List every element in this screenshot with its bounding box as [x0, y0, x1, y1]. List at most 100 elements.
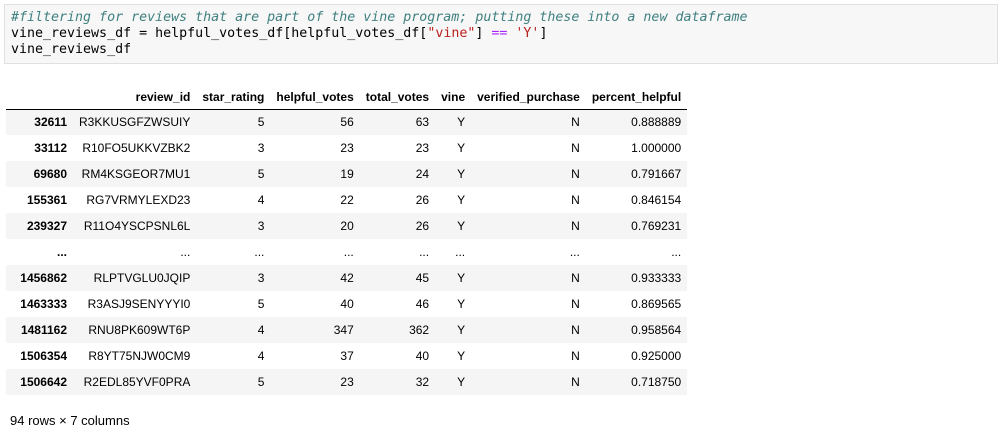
table-cell: N	[571, 193, 580, 207]
code-string-value: 'Y'	[515, 26, 540, 41]
code-assign: =	[131, 26, 156, 41]
table-cell: R2EDL85YVF0PRA	[83, 375, 191, 389]
table-cell: 20	[340, 219, 354, 233]
table-cell: 0.888889	[631, 115, 682, 130]
table-row: 69680 RM4KSGEOR7MU1 5 19 24 Y N 0.791667	[6, 161, 688, 187]
row-index: 1463333	[20, 297, 67, 311]
table-cell: 42	[340, 271, 354, 285]
table-cell: 1.000000	[631, 141, 682, 155]
table-cell: 0.718750	[631, 375, 682, 389]
table-cell: N	[571, 375, 580, 389]
table-cell: N	[571, 349, 580, 363]
table-cell: Y	[457, 375, 466, 389]
column-header: verified_purchase	[471, 86, 586, 110]
table-cell: 32	[415, 375, 430, 389]
row-index: 1481162	[20, 323, 67, 337]
table-cell: Y	[457, 219, 466, 233]
table-cell: RG7VRMYLEXD23	[86, 193, 191, 207]
table-cell: 5	[257, 115, 265, 130]
table-cell: N	[571, 141, 580, 155]
table-cell: 24	[415, 167, 430, 181]
table-cell: N	[571, 219, 580, 233]
column-header: vine	[435, 86, 472, 110]
table-cell: N	[571, 115, 580, 130]
table-cell: 56	[340, 115, 354, 130]
table-cell: 4	[257, 193, 265, 207]
table-cell: R8YT75NJW0CM9	[88, 349, 191, 363]
table-cell: N	[571, 167, 580, 181]
row-index: ...	[56, 245, 67, 259]
table-cell: 26	[415, 193, 430, 207]
table-cell: 23	[415, 141, 430, 155]
row-index: 33112	[34, 141, 67, 155]
column-header: percent_helpful	[585, 86, 688, 110]
table-cell: Y	[457, 141, 466, 155]
table-header-row: review_id star_rating helpful_votes tota…	[6, 86, 688, 110]
table-row: 33112 R10FO5UKKVZBK2 3 23 23 Y N 1.000000	[6, 135, 687, 161]
table-cell: RNU8PK609WT6P	[88, 323, 191, 337]
row-index: 239327	[26, 219, 67, 233]
table-cell: 5	[257, 375, 265, 389]
table-cell: 45	[415, 271, 430, 285]
table-cell: 0.846154	[631, 193, 682, 207]
dataframe-shape-summary: 94 rows × 7 columns	[10, 413, 130, 428]
table-cell: ...	[180, 245, 191, 259]
table-cell: R3ASJ9SENYYYI0	[87, 297, 191, 311]
table-cell: ...	[254, 245, 265, 259]
table-cell: 37	[340, 349, 354, 363]
table-row: 1506354 R8YT75NJW0CM9 4 37 40 Y N 0.925000	[6, 343, 687, 369]
table-cell: Y	[457, 323, 466, 337]
table-cell: Y	[457, 349, 466, 363]
table-cell: 5	[257, 167, 265, 181]
table-cell: N	[571, 323, 580, 337]
code-display-line: vine_reviews_df	[11, 42, 132, 57]
table-cell: 362	[409, 323, 430, 337]
table-cell: ...	[343, 245, 354, 259]
column-header: helpful_votes	[270, 86, 360, 110]
table-cell: 0.958564	[631, 323, 682, 337]
table-row: 239327 R11O4YSCPSNL6L 3 20 26 Y N 0.769231	[6, 213, 688, 239]
table-cell: 0.869565	[631, 297, 682, 311]
table-row: 1481162 RNU8PK609WT6P 4 347 362 Y N 0.958564	[6, 317, 688, 343]
table-cell: Y	[457, 297, 466, 311]
table-cell: 0.791667	[631, 167, 682, 181]
row-index: 32611	[34, 115, 67, 130]
index-header	[6, 86, 73, 110]
table-cell: 40	[340, 297, 354, 311]
table-cell: 0.769231	[631, 219, 682, 233]
table-cell: R11O4YSCPSNL6L	[83, 219, 191, 233]
table-cell: 23	[340, 375, 354, 389]
table-cell: Y	[457, 271, 466, 285]
code-string-key: "vine"	[427, 26, 476, 41]
table-cell: 22	[340, 193, 354, 207]
table-cell: ...	[455, 245, 466, 259]
table-cell: 4	[257, 349, 265, 363]
table-row: ........................	[6, 239, 687, 265]
row-index: 155361	[26, 193, 67, 207]
table-cell: ...	[569, 245, 580, 259]
table-cell: 3	[257, 271, 265, 285]
table-row: 1506642 R2EDL85YVF0PRA 5 23 32 Y N 0.718750	[6, 369, 688, 395]
code-cell[interactable]: #filtering for reviews that are part of …	[4, 4, 998, 64]
code-expression-a: helpful_votes_df[helpful_votes_df[	[155, 26, 428, 41]
table-row: 32611 R3KKUSGFZWSUIY 5 56 63 Y N 0.888889	[6, 109, 688, 135]
table-cell: Y	[457, 193, 466, 207]
code-comment-line: #filtering for reviews that are part of …	[11, 10, 748, 25]
table-cell: 3	[257, 141, 265, 155]
table-cell: 0.925000	[631, 349, 682, 363]
table-cell: 63	[415, 115, 430, 130]
table-cell: ...	[671, 245, 682, 259]
column-header: total_votes	[359, 86, 436, 110]
table-cell: 5	[257, 297, 265, 311]
table-cell: 23	[340, 141, 354, 155]
row-index: 1456862	[20, 271, 67, 285]
table-cell: RLPTVGLU0JQIP	[93, 271, 191, 285]
code-expression-b: ]	[475, 26, 492, 41]
table-cell: 0.933333	[631, 271, 682, 285]
output-area: review_id star_rating helpful_votes tota…	[6, 86, 688, 395]
table-cell: R10FO5UKKVZBK2	[82, 141, 191, 155]
table-cell: Y	[457, 167, 466, 181]
table-cell: ...	[419, 245, 430, 259]
table-body: 32611 R3KKUSGFZWSUIY 5 56 63 Y N 0.888889 33112 R…	[6, 109, 688, 395]
table-cell: 46	[415, 297, 430, 311]
